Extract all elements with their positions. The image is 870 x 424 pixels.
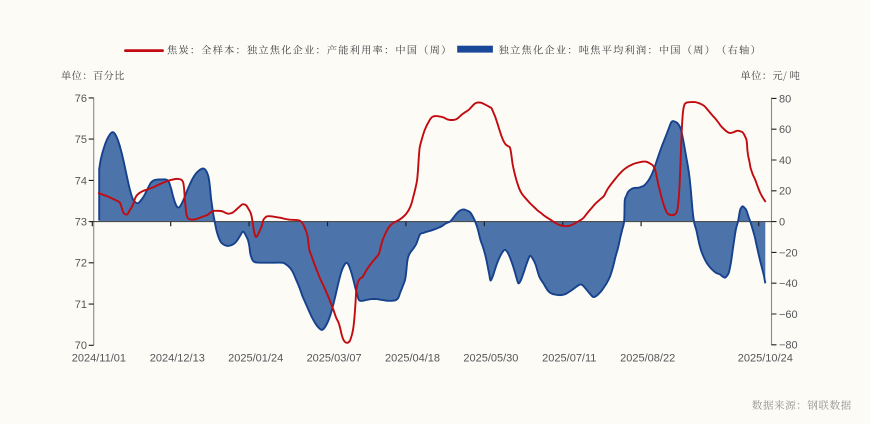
svg-text:80: 80 <box>779 93 791 105</box>
svg-text:2025/08/22: 2025/08/22 <box>620 353 675 365</box>
svg-text:0: 0 <box>779 217 785 229</box>
svg-text:20: 20 <box>779 186 791 198</box>
svg-text:70: 70 <box>75 340 87 352</box>
svg-text:2024/12/13: 2024/12/13 <box>150 353 205 365</box>
svg-text:75: 75 <box>75 134 87 146</box>
svg-text:60: 60 <box>779 124 791 136</box>
svg-text:−60: −60 <box>779 309 798 321</box>
svg-text:2025/10/24: 2025/10/24 <box>738 353 793 365</box>
svg-text:73: 73 <box>75 217 87 229</box>
svg-text:2025/07/11: 2025/07/11 <box>542 353 596 365</box>
svg-text:2025/05/30: 2025/05/30 <box>463 353 518 365</box>
svg-text:74: 74 <box>75 175 87 187</box>
svg-text:72: 72 <box>75 258 87 270</box>
svg-text:2025/01/24: 2025/01/24 <box>228 353 283 365</box>
svg-text:2024/11/01: 2024/11/01 <box>72 353 126 365</box>
svg-text:−20: −20 <box>779 247 798 259</box>
svg-text:−80: −80 <box>779 340 798 352</box>
svg-text:71: 71 <box>75 299 87 311</box>
svg-text:2025/04/18: 2025/04/18 <box>385 353 440 365</box>
svg-text:76: 76 <box>75 93 87 105</box>
svg-text:2025/03/07: 2025/03/07 <box>307 353 362 365</box>
svg-text:40: 40 <box>779 155 791 167</box>
svg-text:−40: −40 <box>779 278 798 290</box>
